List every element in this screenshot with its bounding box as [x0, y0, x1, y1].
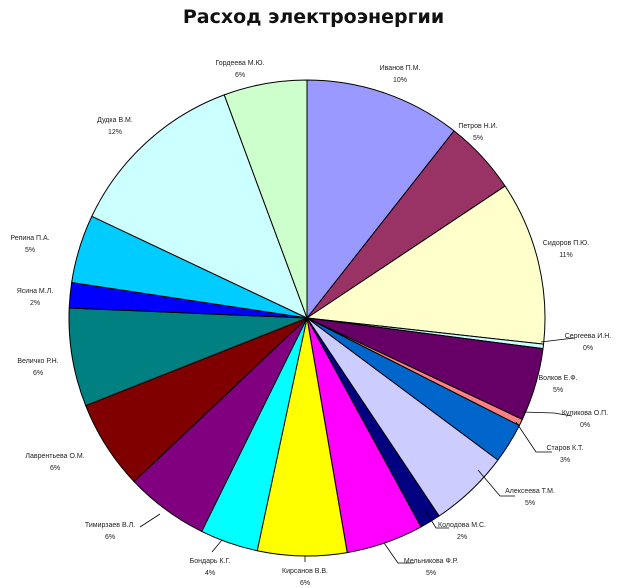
chart-title: Расход электроэнергии: [182, 6, 445, 28]
slice-label: Лаврентьева О.М. 6%: [25, 453, 84, 472]
slice-label-name: Петров Н.И.: [458, 123, 497, 130]
slice-label-percent: 6%: [33, 370, 43, 377]
slice-label: Гордеева М.Ю. 6%: [215, 60, 264, 79]
leader-line: [139, 513, 161, 528]
slice-label-percent: 6%: [300, 580, 310, 587]
slice-label-percent: 11%: [559, 252, 573, 259]
leader-line: [540, 337, 575, 343]
slice-label-name: Волков Е.Ф.: [538, 375, 577, 382]
slice-label-name: Колодова М.С.: [438, 522, 486, 529]
slice-label-name: Иванов П.М.: [380, 65, 421, 72]
slice-label-percent: 4%: [205, 570, 215, 577]
slice-label-name: Куликова О.П.: [562, 410, 608, 417]
slice-label-name: Старов К.Т.: [547, 445, 584, 452]
slice-label-name: Дудка В.М.: [97, 117, 133, 124]
slice-label-name: Репина П.А.: [10, 235, 49, 242]
slice-label: Величко Р.Н. 6%: [17, 358, 58, 377]
slice-label-percent: 6%: [235, 72, 245, 79]
pie-slice: [306, 79, 455, 319]
slice-label-name: Ясина М.Л.: [17, 288, 54, 295]
slice-label-name: Тимирзаев В.Л.: [85, 522, 135, 529]
slice-label-percent: 0%: [580, 422, 590, 429]
slice-label: Алексеева Т.М. 5%: [505, 488, 555, 507]
slice-label-name: Лаврентьева О.М.: [25, 453, 84, 460]
slice-label-percent: 6%: [105, 534, 115, 541]
slice-label-name: Мельникова Ф.Р.: [404, 558, 458, 565]
slice-label-name: Гордеева М.Ю.: [215, 60, 264, 67]
slice-label: Сидоров П.Ю. 11%: [543, 240, 589, 259]
pie-slices: [68, 79, 546, 557]
slice-label-name: Алексеева Т.М.: [505, 488, 555, 495]
slice-label: Тимирзаев В.Л. 6%: [85, 522, 135, 541]
slice-label-percent: 5%: [525, 500, 535, 507]
slice-label-name: Бондарь К.Г.: [190, 558, 231, 565]
leader-line: [515, 421, 552, 453]
slice-label: Ясина М.Л. 2%: [17, 288, 54, 307]
leader-line: [383, 542, 414, 564]
pie-slice: [223, 79, 308, 319]
slice-label: Дудка В.М. 12%: [97, 117, 133, 136]
pie-slice: [91, 94, 308, 319]
leader-line: [521, 411, 573, 417]
slice-label-percent: 2%: [30, 300, 40, 307]
leader-line: [211, 539, 223, 553]
leader-line: [424, 509, 449, 529]
slice-label-name: Сидоров П.Ю.: [543, 240, 589, 247]
slice-label-percent: 5%: [553, 387, 563, 394]
slice-label-percent: 2%: [457, 534, 467, 541]
leader-lines: [139, 337, 575, 564]
slice-label-name: Величко Р.Н.: [17, 358, 58, 365]
slice-label: Петров Н.И. 5%: [458, 123, 497, 142]
slice-label-name: Сергеева И.Н.: [565, 333, 612, 340]
slice-label: Старов К.Т. 3%: [547, 445, 584, 464]
slice-label-percent: 5%: [473, 135, 483, 142]
slice-label: Репина П.А. 5%: [10, 235, 49, 254]
slice-label: Сергеева И.Н. 0%: [565, 333, 612, 352]
slice-label-percent: 5%: [25, 247, 35, 254]
slice-label: Колодова М.С. 2%: [438, 522, 486, 541]
slice-label: Мельникова Ф.Р. 5%: [404, 558, 458, 577]
leader-line: [477, 469, 515, 497]
slice-label: Иванов П.М. 10%: [380, 65, 421, 84]
slice-label: Бондарь К.Г. 4%: [190, 558, 231, 577]
slice-label-name: Кирсанов В.В.: [282, 568, 328, 575]
slice-label: Куликова О.П. 0%: [562, 410, 608, 429]
slice-label-percent: 10%: [393, 77, 407, 84]
slice-label-percent: 12%: [108, 129, 122, 136]
slice-label: Кирсанов В.В. 6%: [282, 568, 328, 587]
slice-label: Волков Е.Ф. 5%: [538, 375, 577, 394]
pie-slice: [306, 185, 546, 345]
slice-label-percent: 0%: [583, 345, 593, 352]
slice-label-percent: 5%: [426, 570, 436, 577]
slice-label-percent: 3%: [560, 457, 570, 464]
slice-labels: Иванов П.М. 10% Петров Н.И. 5% Сидоров П.Ю. 1…: [10, 60, 611, 587]
slice-label-percent: 6%: [50, 465, 60, 472]
